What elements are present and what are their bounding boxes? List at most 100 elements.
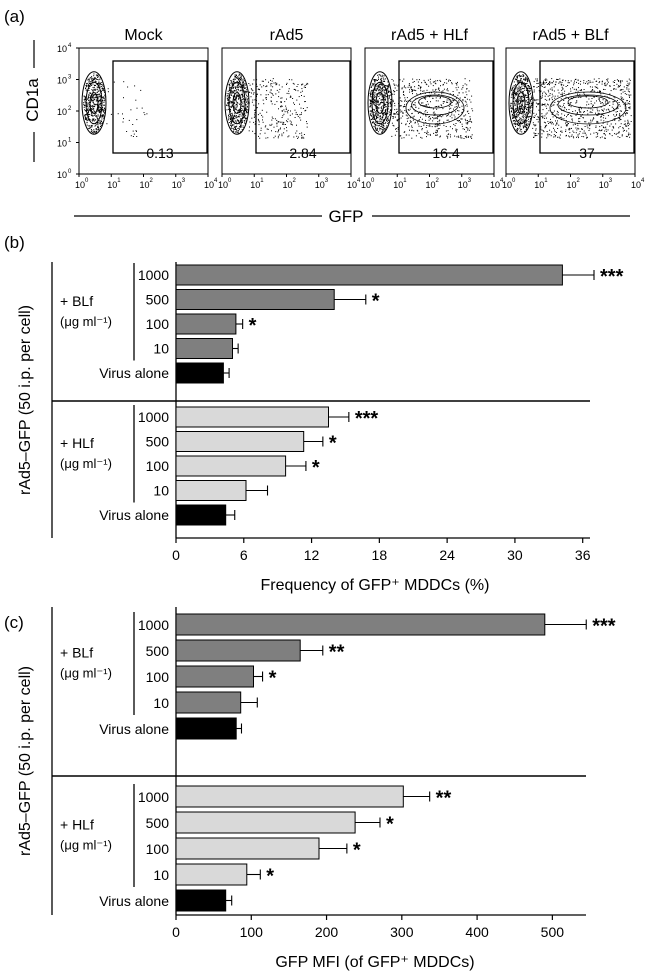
cell-dot [271, 130, 272, 132]
cell-dot [442, 101, 444, 102]
cell-dot [373, 109, 375, 110]
cell-dot [122, 113, 123, 115]
density-contour [81, 71, 107, 135]
cell-dot [532, 116, 534, 118]
cell-dot [435, 88, 437, 90]
cell-dot [524, 130, 526, 132]
cell-dot [518, 83, 520, 85]
cell-dot [524, 119, 526, 121]
cell-dot [383, 122, 385, 124]
cell-dot [229, 111, 231, 112]
cell-dot [232, 82, 234, 84]
cell-dot [561, 106, 563, 108]
x-tick-exponent: 1 [544, 178, 548, 184]
cell-dot [377, 88, 379, 90]
cell-dot [521, 80, 523, 82]
dot-cloud [369, 74, 474, 139]
significance-marker: * [386, 814, 394, 836]
cell-dot [146, 113, 148, 115]
cell-dot [87, 95, 89, 97]
cell-dot [418, 119, 420, 121]
cell-dot [241, 121, 243, 123]
cell-dot [615, 88, 617, 90]
cell-dot [86, 84, 88, 86]
cell-dot [523, 99, 525, 101]
cell-dot [545, 93, 547, 95]
cell-dot [226, 95, 228, 97]
cell-dot [525, 115, 527, 117]
cell-dot [384, 103, 385, 105]
cell-dot [527, 106, 529, 108]
cell-dot [376, 106, 378, 107]
cell-dot [545, 78, 547, 80]
cell-dot [626, 136, 628, 138]
cell-dot [455, 111, 457, 113]
cell-dot [239, 126, 241, 128]
cell-dot [88, 96, 90, 98]
cell-dot [588, 122, 590, 124]
cell-dot [372, 83, 374, 85]
cell-dot [605, 137, 606, 139]
cell-dot [528, 87, 530, 89]
cell-dot [262, 99, 264, 101]
cell-dot [627, 134, 629, 136]
cell-dot [557, 128, 559, 129]
cell-dot [466, 88, 468, 90]
cell-dot [377, 107, 379, 109]
cell-dot [512, 92, 514, 94]
cell-dot [437, 116, 439, 118]
cell-dot [426, 101, 428, 103]
cell-dot [383, 111, 385, 113]
cell-dot [376, 129, 378, 131]
cell-dot [376, 116, 378, 118]
cell-dot [584, 111, 585, 113]
cell-dot [102, 89, 104, 91]
cell-dot [276, 82, 278, 84]
cell-dot [529, 115, 531, 117]
cell-dot [301, 84, 303, 86]
cell-dot [84, 117, 86, 119]
cell-dot [287, 136, 289, 138]
cell-dot [88, 92, 90, 94]
density-contour [371, 81, 389, 125]
cell-dot [625, 114, 627, 116]
cell-dot [524, 122, 526, 124]
cell-dot [248, 91, 250, 93]
cell-dot [515, 121, 517, 123]
cell-dot [517, 87, 519, 89]
cell-dot [596, 114, 598, 116]
cell-dot [546, 107, 548, 109]
cell-dot [382, 112, 384, 114]
cell-dot [511, 114, 513, 115]
cell-dot [423, 123, 425, 125]
cell-dot [599, 99, 600, 101]
cell-dot [89, 119, 91, 120]
cell-dot [231, 80, 233, 82]
cell-dot [87, 79, 89, 81]
cell-dot [466, 127, 468, 129]
cell-dot [307, 83, 309, 85]
cell-dot [384, 127, 386, 129]
cell-dot [466, 103, 468, 105]
cell-dot [270, 89, 272, 91]
cell-dot [580, 80, 582, 82]
cell-dot [602, 103, 604, 105]
cell-dot [556, 104, 558, 106]
cell-dot [604, 130, 606, 132]
cell-dot [91, 125, 93, 126]
cell-dot [524, 111, 526, 113]
cell-dot [519, 118, 521, 120]
cell-dot [521, 113, 523, 115]
cell-dot [89, 77, 91, 79]
cell-dot [241, 96, 243, 98]
cell-dot [597, 121, 599, 123]
cell-dot [252, 99, 254, 101]
cell-dot [596, 120, 598, 122]
cell-dot [627, 119, 629, 121]
cell-dot [459, 97, 461, 99]
cell-dot [144, 114, 146, 116]
cell-dot [471, 137, 473, 139]
cell-dot [576, 136, 577, 138]
cell-dot [458, 120, 460, 122]
